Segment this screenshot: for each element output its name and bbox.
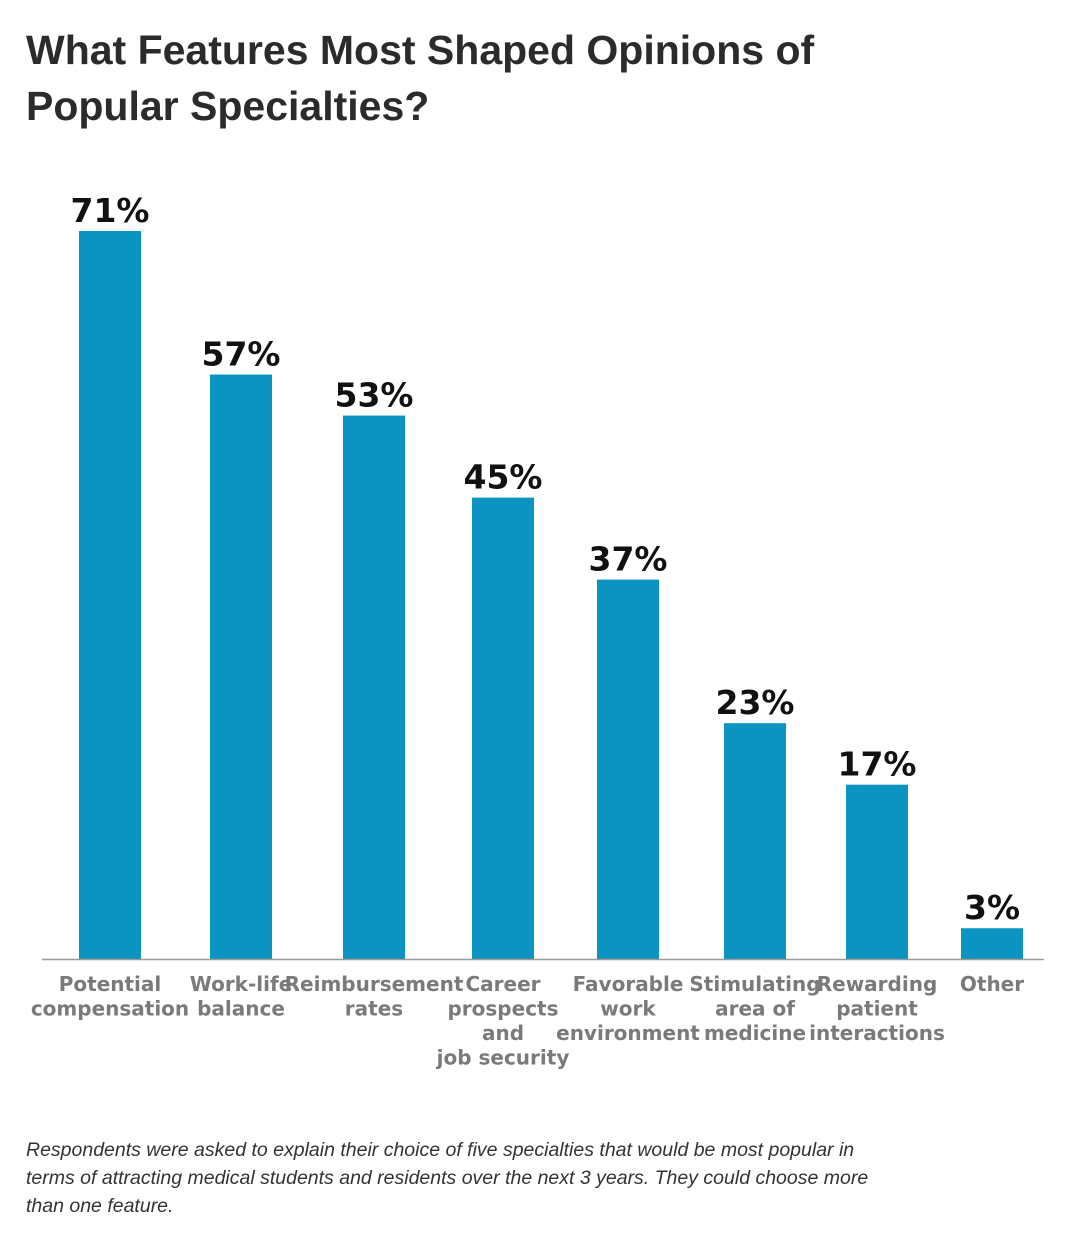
bar-5 bbox=[597, 579, 659, 959]
category-label-5-line-1: Favorable bbox=[573, 972, 684, 996]
footnote: Respondents were asked to explain their … bbox=[26, 1136, 1056, 1220]
value-label-7: 17% bbox=[838, 745, 917, 784]
category-label-1-line-2: compensation bbox=[31, 997, 189, 1021]
category-label-7: Rewarding patient interactions bbox=[809, 972, 945, 1045]
category-label-4-line-1: Career bbox=[465, 972, 540, 996]
category-label-4: Career prospects and job security bbox=[436, 972, 570, 1070]
value-label-5: 37% bbox=[589, 540, 668, 579]
value-label-6: 23% bbox=[716, 683, 795, 722]
category-label-6-line-1: Stimulating bbox=[689, 972, 820, 996]
bars-group bbox=[79, 231, 1023, 960]
value-label-1: 71% bbox=[71, 191, 150, 230]
bar-7 bbox=[846, 784, 908, 959]
category-label-3-line-2: rates bbox=[345, 997, 403, 1021]
footnote-line-3: than one feature. bbox=[26, 1195, 174, 1217]
category-label-6: Stimulating area of medicine bbox=[689, 972, 820, 1045]
bar-6 bbox=[724, 723, 786, 959]
value-label-4: 45% bbox=[464, 458, 543, 497]
category-label-7-line-1: Rewarding bbox=[817, 972, 938, 996]
category-label-1: Potential compensation bbox=[31, 972, 189, 1021]
category-label-7-line-3: interactions bbox=[809, 1021, 945, 1045]
category-label-2-line-2: balance bbox=[197, 997, 285, 1021]
chart-title: What Features Most Shaped Opinions of Po… bbox=[26, 22, 1026, 134]
value-label-8: 3% bbox=[964, 888, 1020, 927]
bar-8 bbox=[961, 928, 1023, 959]
bar-2 bbox=[210, 374, 272, 959]
value-label-2: 57% bbox=[202, 335, 281, 374]
category-label-4-line-4: job security bbox=[436, 1046, 570, 1070]
bar-3 bbox=[343, 415, 405, 960]
category-label-3: Reimbursement rates bbox=[285, 972, 464, 1021]
footnote-line-1: Respondents were asked to explain their … bbox=[26, 1139, 855, 1161]
category-label-5-line-2: work bbox=[600, 997, 656, 1021]
category-label-3-line-1: Reimbursement bbox=[285, 972, 464, 996]
category-label-6-line-2: area of bbox=[715, 997, 795, 1021]
category-label-6-line-3: medicine bbox=[704, 1021, 806, 1045]
category-label-4-line-2: prospects bbox=[447, 997, 558, 1021]
category-label-8-line-1: Other bbox=[960, 972, 1024, 996]
category-label-2-line-1: Work-life bbox=[190, 972, 293, 996]
category-label-4-line-3: and bbox=[482, 1021, 524, 1045]
category-label-1-line-1: Potential bbox=[59, 972, 162, 996]
category-label-5: Favorable work environment bbox=[556, 972, 700, 1045]
category-label-2: Work-life balance bbox=[190, 972, 293, 1021]
category-label-7-line-2: patient bbox=[836, 997, 918, 1021]
bar-4 bbox=[472, 497, 534, 959]
category-label-8: Other bbox=[960, 972, 1024, 996]
category-label-5-line-3: environment bbox=[556, 1021, 700, 1045]
value-labels-group: 71% 57% 53% 45% 37% 23% 17% 3% bbox=[71, 191, 1021, 927]
value-label-3: 53% bbox=[335, 376, 414, 415]
chart-title-line-1: What Features Most Shaped Opinions of bbox=[26, 27, 815, 73]
chart-title-line-2: Popular Specialties? bbox=[26, 83, 430, 129]
bar-1 bbox=[79, 231, 141, 959]
footnote-line-2: terms of attracting medical students and… bbox=[26, 1167, 869, 1189]
